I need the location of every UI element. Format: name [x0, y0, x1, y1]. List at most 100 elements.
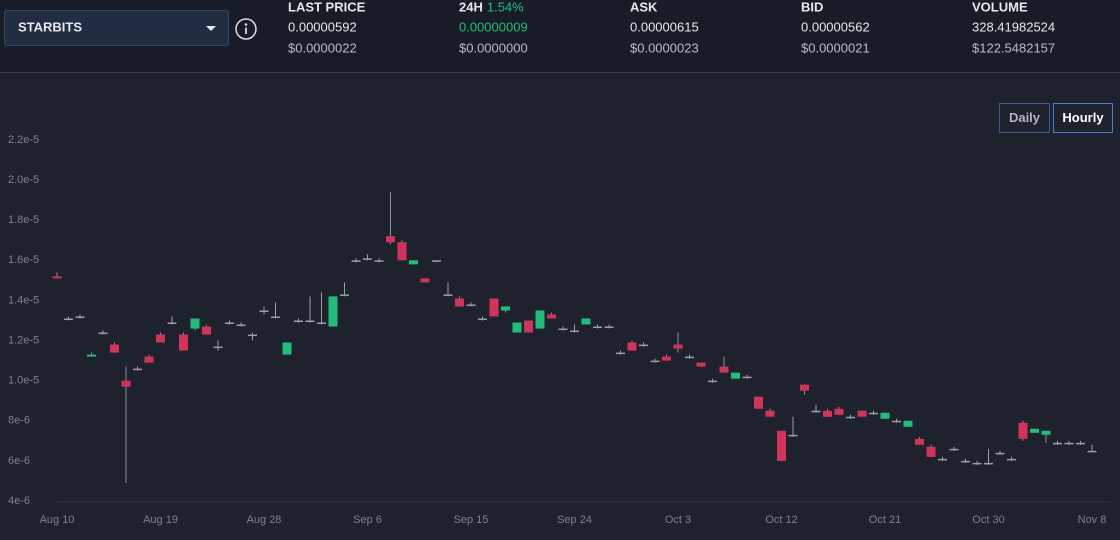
info-dot[interactable] [244, 23, 248, 26]
x-tick-label: Sep 24 [557, 514, 592, 526]
candle-body [236, 324, 246, 327]
candle-body [179, 334, 188, 351]
candle-body [765, 410, 775, 417]
candle-body [248, 334, 257, 337]
candle-body [1053, 442, 1062, 445]
candle-body [213, 346, 223, 349]
stat-label: LAST PRICE [288, 0, 366, 14]
y-tick-label: 1.4e-5 [8, 294, 39, 306]
x-tick-label: Aug 10 [40, 514, 75, 526]
candle-body [225, 322, 234, 325]
x-tick-label: Oct 30 [972, 514, 1004, 526]
candle-body [512, 322, 522, 333]
candle-body [811, 410, 821, 413]
candle-body [294, 320, 303, 322]
candle-body [75, 316, 85, 318]
stat-usd: $122.5482157 [972, 40, 1055, 55]
chart: 4e-6 6e-6 8e-6 1.0e-5 1.2e-5 1.4e-5 1.6e-5 1.8e… [8, 134, 1106, 526]
candle-body [788, 434, 798, 437]
candle-body [420, 278, 430, 283]
candle-body [581, 318, 591, 325]
candle-body [259, 310, 269, 312]
interval-buttons: Daily Hourly [999, 103, 1113, 133]
candle-body [478, 318, 487, 320]
candle-body [202, 326, 211, 335]
y-tick-label: 1.6e-5 [8, 254, 39, 266]
candle-body [64, 318, 73, 320]
candle-body [489, 298, 499, 317]
candle-body [926, 446, 936, 457]
candle-body [110, 344, 119, 353]
candle-body [949, 448, 959, 451]
candle-body [719, 366, 729, 373]
stat-usd: $0.0000023 [630, 40, 699, 55]
candle-body [351, 260, 361, 262]
y-tick-label: 2.0e-5 [8, 174, 39, 186]
stat-label: 24H [459, 0, 483, 14]
stat-value: 0.00000592 [288, 19, 357, 34]
interval-button[interactable] [1053, 103, 1113, 133]
y-tick-label: 1.0e-5 [8, 375, 39, 387]
candle-body [558, 328, 568, 331]
candle-body [98, 332, 108, 335]
pair-name[interactable]: STARBITS [18, 19, 82, 34]
candle-body [52, 276, 62, 279]
candle-body [144, 356, 154, 363]
candle-body [305, 320, 315, 322]
pair-dropdown[interactable]: STARBITS [4, 10, 229, 46]
candle-body [903, 420, 913, 427]
x-tick-label: Aug 19 [143, 514, 178, 526]
candle-body [1076, 442, 1085, 445]
stat-value: 328.41982524 [972, 19, 1055, 34]
candle-body [374, 260, 384, 262]
stat-value: 0.00000615 [630, 19, 699, 34]
candle-body [363, 258, 372, 260]
candle-body [1007, 458, 1016, 461]
candle-body [1087, 450, 1097, 453]
candle-body [190, 318, 200, 329]
candle-body [731, 372, 740, 379]
x-tick-label: Oct 21 [869, 514, 901, 526]
y-tick-label: 6e-6 [8, 455, 30, 467]
candle-body [777, 430, 786, 461]
candle-body [282, 342, 292, 355]
stat-label: ASK [630, 0, 658, 14]
y-tick-label: 1.2e-5 [8, 334, 39, 346]
stat-value: 0.00000009 [459, 19, 528, 34]
stats: LAST PRICE 0.00000592 $0.0000022 24H 1.54% 0.… [288, 0, 1055, 55]
candle-body [1041, 430, 1051, 435]
interval-button[interactable] [999, 103, 1050, 133]
stat-label: BID [801, 0, 823, 14]
info-button[interactable] [235, 18, 257, 40]
interval-button-label[interactable]: Hourly [1062, 110, 1104, 125]
candle-body [271, 316, 280, 318]
stat-value: 0.00000562 [801, 19, 870, 34]
candle-body [1030, 428, 1039, 433]
candle-body [662, 356, 671, 361]
candle-body [800, 384, 809, 391]
candle-body [846, 416, 855, 419]
x-tick-label: Sep 15 [454, 514, 489, 526]
candle-body [650, 360, 660, 363]
candle-body [673, 344, 683, 349]
candle-body [167, 322, 177, 325]
dropdown-arrow[interactable] [206, 26, 216, 31]
candle-body [547, 314, 556, 319]
x-tick-label: Nov 8 [1078, 514, 1107, 526]
dropdown-box[interactable] [4, 10, 229, 46]
info-circle[interactable] [235, 18, 257, 40]
candle-body [409, 260, 418, 265]
candle-body [639, 344, 648, 347]
candle-body [834, 408, 844, 415]
candle-body [466, 304, 476, 306]
candle-body [880, 412, 890, 419]
candle-body [754, 396, 763, 409]
candle-body [869, 412, 878, 415]
interval-button-label[interactable]: Daily [1009, 110, 1041, 125]
candle-body [961, 460, 970, 463]
candle-body [570, 330, 579, 333]
candle-body [938, 458, 947, 461]
candle-body [593, 326, 602, 329]
